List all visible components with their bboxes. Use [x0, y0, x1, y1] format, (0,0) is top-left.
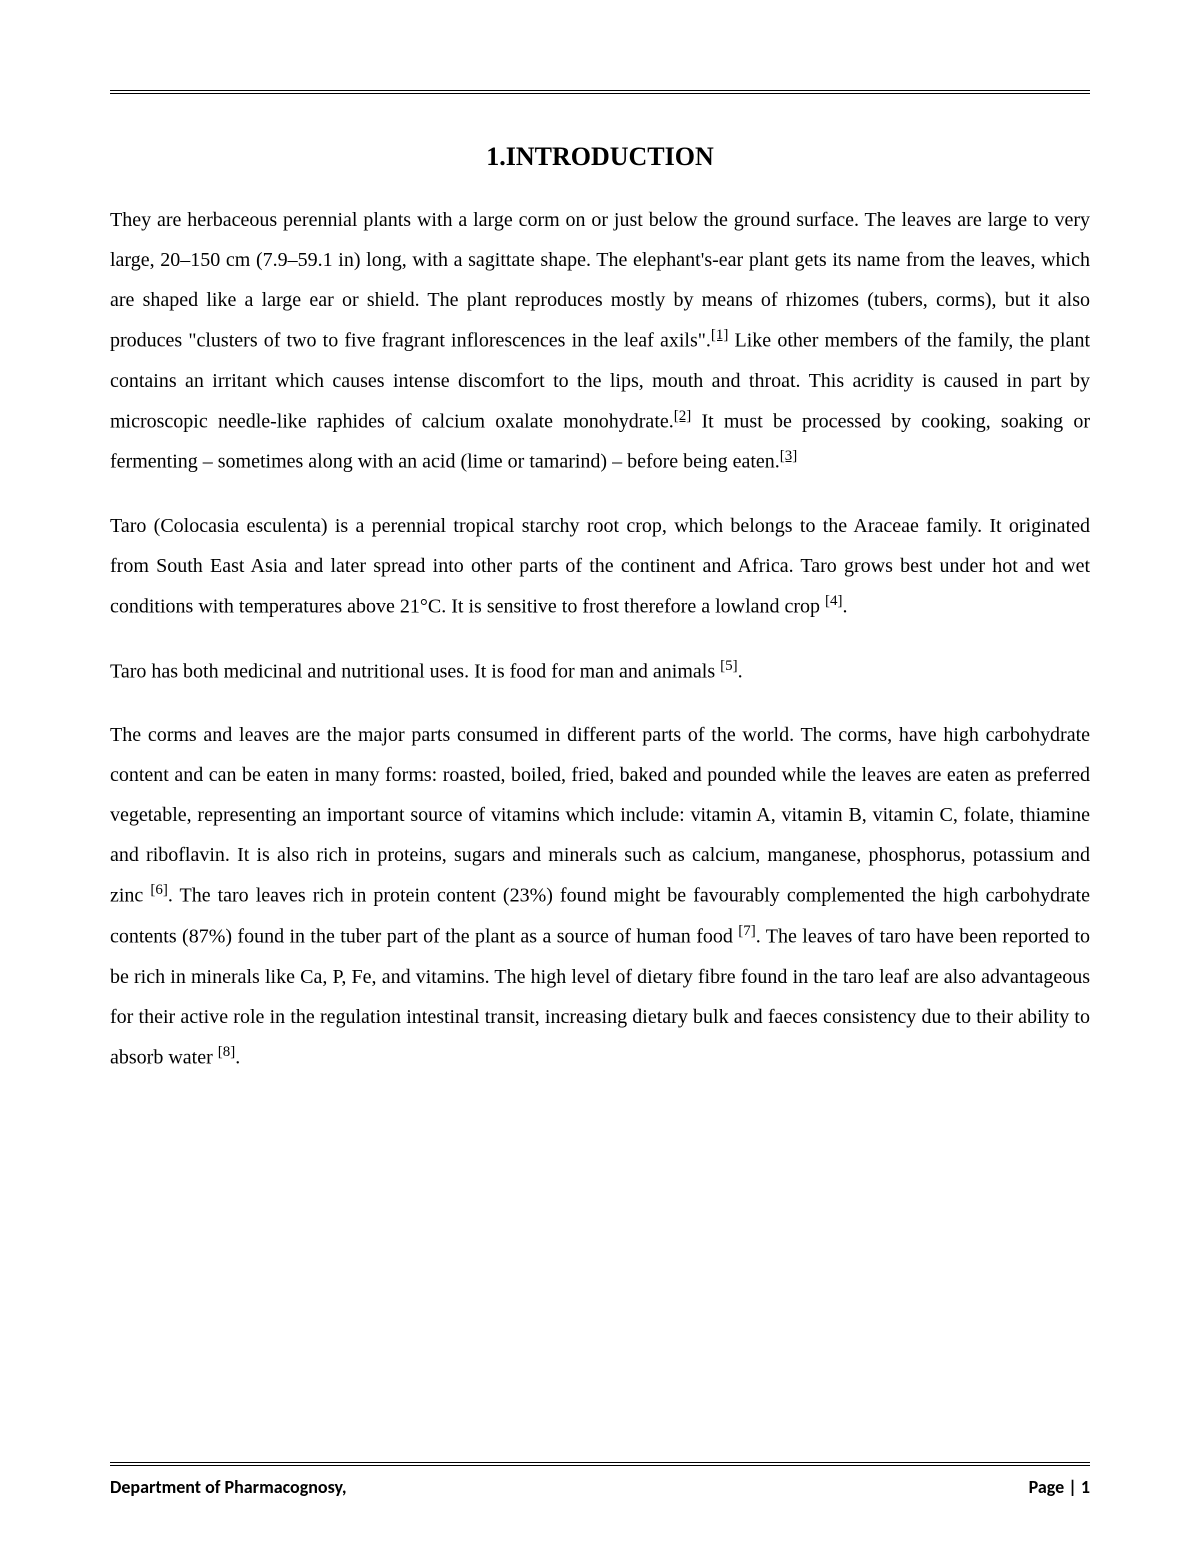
- para4-text1: The corms and leaves are the major parts…: [110, 724, 1090, 907]
- citation-4[interactable]: [4]: [825, 593, 843, 609]
- footer-department: Department of Pharmacognosy,: [110, 1476, 347, 1498]
- citation-7[interactable]: [7]: [738, 923, 756, 939]
- footer: Department of Pharmacognosy, Page | 1: [110, 1462, 1090, 1498]
- paragraph-2: Taro (Colocasia esculenta) is a perennia…: [110, 506, 1090, 627]
- para2-text1: Taro (Colocasia esculenta) is a perennia…: [110, 515, 1090, 618]
- bottom-rule: [110, 1462, 1090, 1466]
- citation-1[interactable]: [1]: [711, 327, 729, 343]
- para2-text2: .: [843, 596, 848, 618]
- para3-text2: .: [738, 660, 743, 682]
- citation-5[interactable]: [5]: [720, 658, 738, 674]
- para3-text1: Taro has both medicinal and nutritional …: [110, 660, 720, 682]
- footer-page-number: Page | 1: [1029, 1476, 1090, 1498]
- citation-6[interactable]: [6]: [150, 882, 168, 898]
- paragraph-4: The corms and leaves are the major parts…: [110, 715, 1090, 1077]
- citation-8[interactable]: [8]: [218, 1044, 236, 1060]
- paragraph-3: Taro has both medicinal and nutritional …: [110, 651, 1090, 692]
- top-rule: [110, 90, 1090, 94]
- section-heading: 1.INTRODUCTION: [110, 142, 1090, 172]
- paragraph-1: They are herbaceous perennial plants wit…: [110, 200, 1090, 482]
- citation-2[interactable]: [2]: [674, 408, 692, 424]
- citation-3[interactable]: [3]: [780, 448, 798, 464]
- para4-text4: .: [235, 1046, 240, 1068]
